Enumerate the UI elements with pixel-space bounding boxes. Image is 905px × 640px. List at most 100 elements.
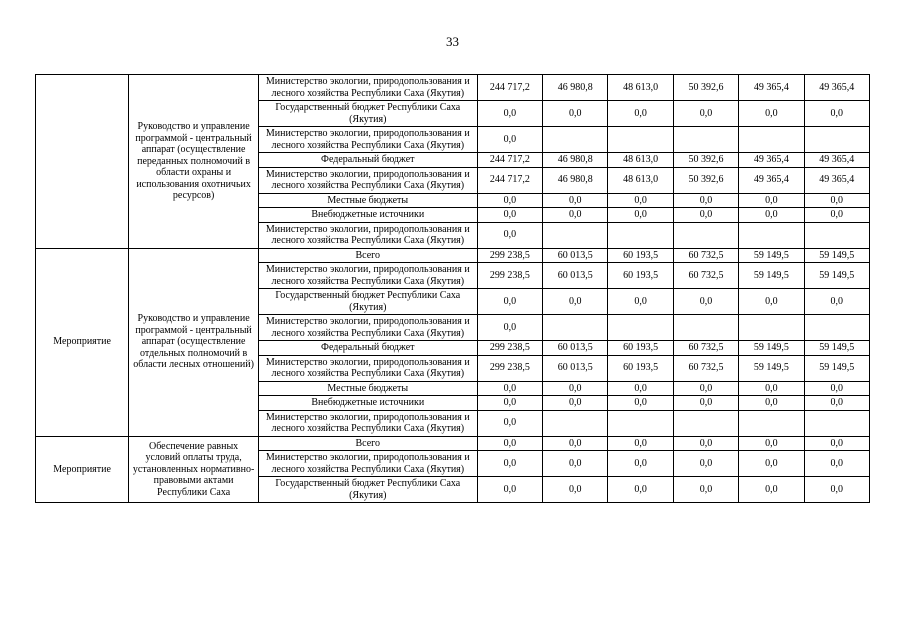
category-cell: Мероприятие: [34, 435, 130, 503]
value-cell: 0,0: [803, 100, 871, 127]
source-cell: Местные бюджеты: [257, 192, 478, 208]
source-cell: Государственный бюджет Республики Саха (…: [257, 288, 478, 315]
table-row: Государственный бюджет Республики Саха (…: [36, 100, 871, 127]
source-cell: Федеральный бюджет: [257, 152, 478, 168]
value-cell: [803, 221, 871, 249]
budget-table: Руководство и управление программой - це…: [34, 74, 871, 503]
value-cell: 0,0: [476, 314, 544, 341]
source-cell: Федеральный бюджет: [257, 340, 478, 356]
value-cell: 59 149,5: [738, 354, 805, 382]
value-cell: 0,0: [738, 288, 805, 315]
value-cell: 299 238,5: [476, 354, 544, 382]
source-cell: Государственный бюджет Республики Саха (…: [257, 100, 478, 127]
value-cell: 0,0: [803, 395, 871, 411]
value-cell: [607, 221, 674, 249]
table-row: Министерство экологии, природопользовани…: [36, 126, 871, 153]
value-cell: 60 013,5: [542, 262, 609, 289]
value-cell: 0,0: [476, 476, 544, 503]
value-cell: [803, 314, 871, 341]
value-cell: [738, 221, 805, 249]
table-row: Министерство экологии, природопользовани…: [36, 262, 871, 289]
table-row: Государственный бюджет Республики Саха (…: [36, 476, 871, 503]
value-cell: [738, 314, 805, 341]
value-cell: 60 732,5: [672, 354, 740, 382]
value-cell: [803, 126, 871, 153]
value-cell: 0,0: [803, 476, 871, 503]
value-cell: 59 149,5: [803, 340, 871, 356]
table-row: Федеральный бюджет 299 238,5 60 013,5 60 19…: [36, 340, 871, 356]
value-cell: 0,0: [542, 288, 609, 315]
value-cell: [738, 409, 805, 437]
value-cell: 48 613,0: [607, 166, 674, 194]
value-cell: 244 717,2: [476, 74, 544, 101]
value-cell: 0,0: [803, 450, 871, 477]
value-cell: 0,0: [542, 380, 609, 396]
value-cell: 60 013,5: [542, 354, 609, 382]
table-row: Местные бюджеты 0,0 0,0 0,0 0,0 0,0 0,0: [36, 380, 871, 396]
value-cell: 50 392,6: [672, 74, 740, 101]
table-row: Руководство и управление программой - це…: [34, 74, 871, 249]
value-cell: 0,0: [738, 192, 805, 208]
description-cell: Руководство и управление программой - це…: [128, 74, 259, 249]
value-cell: 48 613,0: [607, 74, 674, 101]
value-cell: [738, 126, 805, 153]
value-cell: 0,0: [476, 395, 544, 411]
table-row: Министерство экологии, природопользовани…: [36, 354, 871, 382]
value-cell: 0,0: [803, 380, 871, 396]
source-cell: Министерство экологии, природопользовани…: [257, 166, 478, 194]
value-cell: 0,0: [672, 395, 740, 411]
value-cell: 50 392,6: [672, 166, 740, 194]
value-cell: 0,0: [738, 476, 805, 503]
value-cell: 0,0: [476, 100, 544, 127]
value-cell: 0,0: [476, 192, 544, 208]
table-row: Министерство экологии, природопользовани…: [36, 221, 871, 249]
value-cell: 50 392,6: [672, 152, 740, 168]
source-cell: Министерство экологии, природопользовани…: [257, 262, 478, 289]
value-cell: 0,0: [542, 435, 609, 451]
value-cell: 0,0: [672, 288, 740, 315]
value-cell: 0,0: [476, 435, 544, 451]
source-cell: Министерство экологии, природопользовани…: [257, 354, 478, 382]
value-cell: 244 717,2: [476, 152, 544, 168]
value-cell: 0,0: [476, 221, 544, 249]
table-row: Внебюджетные источники 0,0 0,0 0,0 0,0 0,0 0,0: [36, 395, 871, 411]
value-cell: [672, 126, 740, 153]
value-cell: 0,0: [542, 476, 609, 503]
table-row: Мероприятие Руководство и управление прог…: [34, 247, 871, 437]
value-cell: 49 365,4: [738, 152, 805, 168]
value-cell: 0,0: [607, 100, 674, 127]
table-row: Министерство экологии, природопользовани…: [36, 314, 871, 341]
source-cell: Всего: [257, 435, 478, 451]
value-cell: 60 732,5: [672, 247, 740, 263]
value-cell: 0,0: [738, 100, 805, 127]
source-cell: Министерство экологии, природопользовани…: [257, 314, 478, 341]
value-cell: 60 732,5: [672, 340, 740, 356]
value-cell: 49 365,4: [803, 152, 871, 168]
value-cell: 46 980,8: [542, 166, 609, 194]
table-row: Федеральный бюджет 244 717,2 46 980,8 48 61…: [36, 152, 871, 168]
value-cell: 59 149,5: [803, 262, 871, 289]
source-cell: Министерство экологии, природопользовани…: [257, 221, 478, 249]
value-cell: 49 365,4: [738, 74, 805, 101]
description-cell: Руководство и управление программой - це…: [128, 247, 259, 437]
value-cell: [542, 126, 609, 153]
value-cell: 0,0: [476, 288, 544, 315]
source-cell: Всего: [257, 247, 478, 263]
value-cell: 59 149,5: [738, 262, 805, 289]
value-cell: 0,0: [672, 380, 740, 396]
table-row: Министерство экологии, природопользовани…: [36, 450, 871, 477]
value-cell: 59 149,5: [803, 354, 871, 382]
source-cell: Местные бюджеты: [257, 380, 478, 396]
source-cell: Внебюджетные источники: [257, 207, 478, 223]
budget-table-body: Руководство и управление программой - це…: [34, 74, 871, 503]
value-cell: 60 193,5: [607, 340, 674, 356]
value-cell: 0,0: [672, 100, 740, 127]
description-cell: Обеспечение равных условий оплаты труда,…: [128, 435, 259, 503]
value-cell: 60 193,5: [607, 247, 674, 263]
value-cell: 0,0: [542, 450, 609, 477]
value-cell: 60 013,5: [542, 340, 609, 356]
source-cell: Министерство экологии, природопользовани…: [257, 126, 478, 153]
value-cell: 0,0: [607, 192, 674, 208]
value-cell: 60 193,5: [607, 354, 674, 382]
